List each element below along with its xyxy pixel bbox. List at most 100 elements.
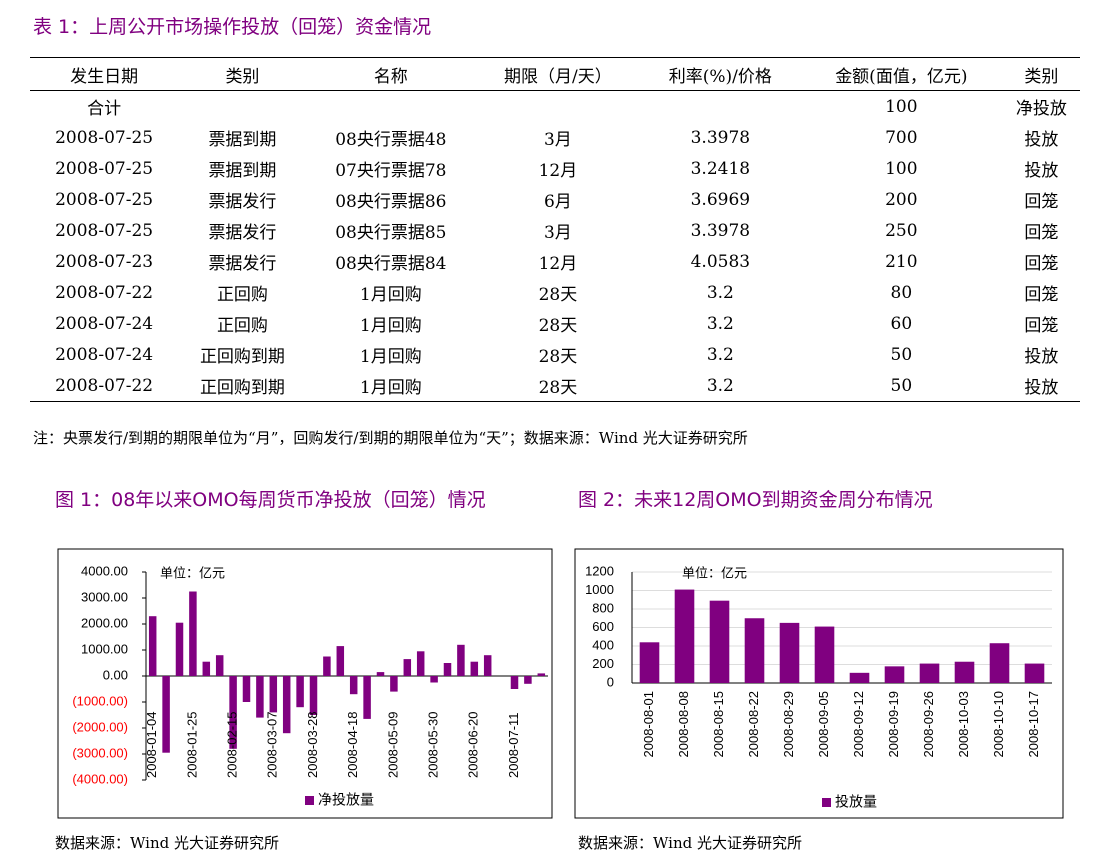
table-title: 表 1：上周公开市场操作投放（回笼）资金情况 — [33, 16, 432, 38]
legend-label: 净投放量 — [318, 792, 374, 808]
table-cell: 210 — [885, 251, 918, 272]
table-row: 2008-07-22 正回购 1月回购 28天 3.2 80 回笼 — [30, 277, 1080, 308]
table-cell: 投放 — [1024, 378, 1059, 398]
x-tick-label: 2008-10-10 — [991, 691, 1006, 758]
note: 注：央票发行/到期的期限单位为“月”，回购发行/到期的期限单位为“天”；数据来源… — [33, 429, 748, 447]
bar — [376, 672, 385, 676]
source: 数据来源：Wind 光大证券研究所 — [55, 834, 279, 852]
x-tick-label: 2008-08-15 — [711, 691, 726, 758]
table-cell: 2008-07-25 — [55, 220, 154, 241]
table-cell: 票据发行 — [208, 223, 277, 243]
source: 数据来源：Wind 光大证券研究所 — [578, 834, 802, 852]
table-cell: 1月回购 — [359, 347, 422, 367]
table-cell: 3.3978 — [690, 220, 751, 241]
bar — [443, 663, 452, 676]
annotation: 单位：亿元 — [160, 565, 225, 580]
table-cell: 回笼 — [1024, 223, 1059, 243]
table-cell: 投放 — [1024, 130, 1059, 150]
table-cell: 2008-07-23 — [55, 251, 154, 272]
y-tick-label: 600 — [592, 619, 614, 634]
table-cell: 12月 — [538, 254, 578, 274]
table-cell: 200 — [885, 189, 918, 210]
table-cell: 投放 — [1024, 161, 1059, 181]
table-row: 2008-07-25 票据到期 08央行票据48 3月 3.3978 700 投放 — [30, 122, 1080, 153]
column-header: 名称 — [306, 57, 475, 91]
table-cell: 08央行票据85 — [335, 223, 447, 243]
column-header: 期限（月/天） — [474, 57, 641, 91]
x-tick-label: 2008-01-04 — [144, 712, 159, 779]
table-row: 2008-07-25 票据发行 08央行票据86 6月 3.6969 200 回笼 — [30, 184, 1080, 215]
bar — [849, 672, 870, 683]
x-tick-label: 2008-03-28 — [305, 712, 320, 779]
x-tick-label: 2008-05-09 — [385, 712, 400, 779]
table-cell: 50 — [890, 344, 913, 365]
table-cell: 12月 — [538, 161, 578, 181]
annotation: 单位：亿元 — [682, 565, 747, 580]
bar — [524, 676, 532, 684]
y-tick-label: 3000.00 — [81, 589, 128, 604]
table-cell: 回笼 — [1024, 285, 1059, 305]
table-cell: 回笼 — [1024, 254, 1059, 274]
table-cell: 6月 — [543, 192, 572, 212]
x-tick-label: 2008-06-20 — [466, 712, 481, 779]
table-cell: 回笼 — [1024, 192, 1059, 212]
column-header: 利率(%)/价格 — [640, 57, 800, 91]
table-cell: 票据发行 — [208, 192, 277, 212]
x-tick-label: 2008-09-05 — [816, 691, 831, 758]
table-cell: 4.0583 — [690, 251, 751, 272]
table-row: 2008-07-24 正回购到期 1月回购 28天 3.2 50 投放 — [30, 339, 1080, 370]
bar — [162, 676, 170, 753]
chart-title: 图 2：未来12周OMO到期资金周分布情况 — [578, 489, 933, 511]
table-cell: 08央行票据48 — [335, 130, 447, 150]
bar — [229, 676, 237, 749]
bar — [202, 661, 211, 676]
legend-swatch — [305, 796, 314, 805]
bar — [296, 676, 304, 708]
chart-title: 图 1：08年以来OMO每周货币净投放（回笼）情况 — [55, 489, 486, 511]
table-cell: 28天 — [538, 285, 578, 305]
bar — [309, 676, 318, 715]
bar — [674, 589, 695, 683]
chart-frame — [57, 548, 553, 819]
bar — [416, 651, 425, 676]
table-cell: 250 — [885, 220, 918, 241]
table-row: 2008-07-22 正回购到期 1月回购 28天 3.2 50 投放 — [30, 370, 1080, 402]
bar — [457, 644, 465, 676]
x-tick-label: 2008-04-18 — [345, 712, 360, 779]
table-cell: 3.2418 — [690, 158, 751, 179]
table-cell: 3.6969 — [690, 189, 751, 210]
bar — [919, 663, 940, 683]
x-tick-label: 2008-09-19 — [886, 691, 901, 758]
bar — [744, 618, 765, 683]
bar — [349, 676, 358, 695]
bar — [242, 676, 251, 702]
table-cell: 投放 — [1024, 347, 1059, 367]
bar — [989, 643, 1010, 683]
bar — [430, 676, 438, 683]
column-header: 类别 — [178, 57, 307, 91]
bar — [256, 676, 264, 718]
x-tick-label: 2008-08-22 — [746, 691, 761, 758]
table-cell: 3.2 — [706, 375, 734, 396]
y-tick-label: 4000.00 — [81, 563, 128, 578]
table-row: 合计 100 净投放 — [30, 91, 1080, 123]
table-cell: 1月回购 — [359, 285, 422, 305]
y-tick-label: (1000.00) — [72, 693, 128, 708]
y-tick-label: 0.00 — [103, 667, 128, 682]
table-cell: 2008-07-24 — [55, 344, 154, 365]
bar — [175, 622, 184, 676]
table-cell: 3.3978 — [690, 127, 751, 148]
bar — [709, 600, 730, 683]
table-cell: 票据发行 — [208, 254, 277, 274]
table-cell: 700 — [885, 127, 918, 148]
table-cell: 3.2 — [706, 282, 734, 303]
bar — [215, 655, 224, 676]
table-cell: 合计 — [87, 99, 122, 119]
table-cell: 回笼 — [1024, 316, 1059, 336]
y-tick-label: 2000.00 — [81, 615, 128, 630]
table-row: 2008-07-24 正回购 1月回购 28天 3.2 60 回笼 — [30, 308, 1080, 339]
bar — [323, 656, 331, 676]
legend-swatch — [822, 798, 831, 807]
y-tick-label: 1000.00 — [81, 641, 128, 656]
